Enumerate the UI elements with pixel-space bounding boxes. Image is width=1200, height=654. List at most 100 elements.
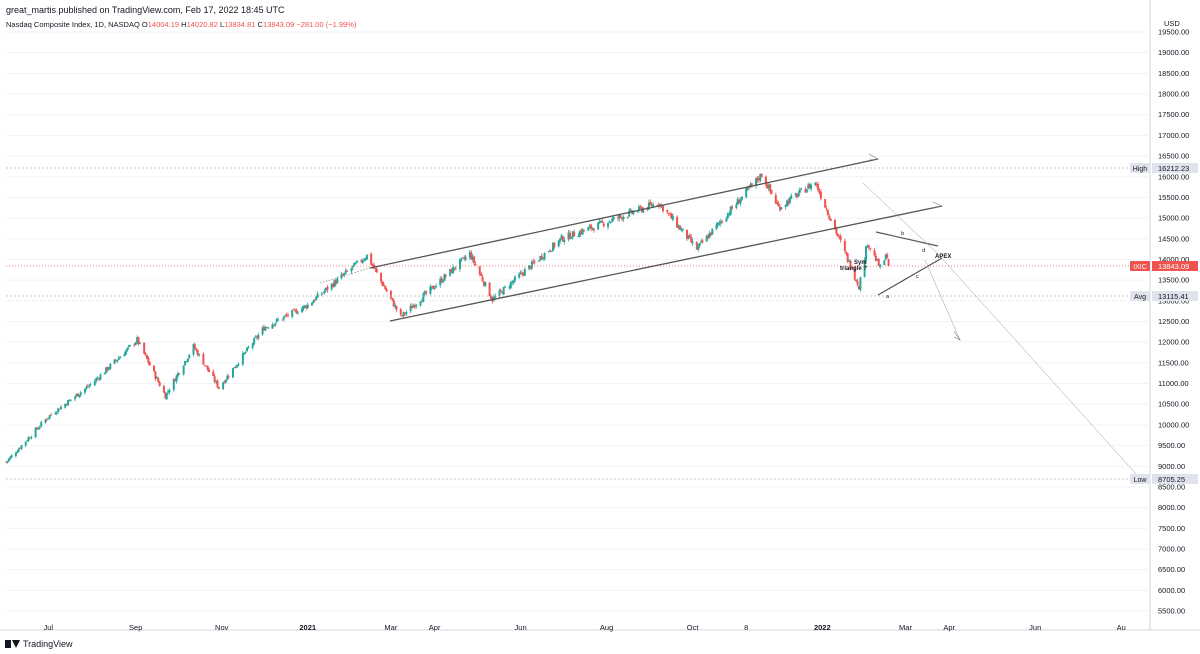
candle [691,238,694,246]
candle-body [40,422,43,427]
candle-body [853,268,856,280]
candle [34,427,37,439]
candle [857,285,860,290]
ohlc-high: 14020.82 [186,20,218,29]
candle-body [443,274,446,281]
candle-body [746,187,749,190]
candle [800,187,803,191]
price-tick-label: 18500.00 [1158,69,1189,78]
candle-body [866,245,869,247]
candle-body [794,193,797,195]
candle [578,229,581,238]
candle-body [336,278,339,284]
candle [502,286,505,296]
time-tick-label: 2022 [814,623,831,632]
candle-body [729,206,732,216]
candle-body [756,177,759,181]
candle-body [451,267,454,274]
candle [869,247,872,252]
candle [312,299,315,304]
candle [96,376,99,381]
candle [85,384,88,391]
candle-body [277,319,280,321]
candle-body [836,233,839,237]
candle-body [826,210,829,215]
candle-body [873,250,876,256]
candle-body [818,190,821,194]
candle-body [19,448,22,449]
downtrend-line [862,182,939,255]
candle [302,305,305,311]
annotation-triangle: triangle ? [840,266,867,272]
marker-label-low: Low [1134,477,1148,484]
candle-body [542,258,545,260]
candle [698,242,701,249]
candle-body [504,286,507,288]
candle [513,275,516,283]
candle-body [810,184,813,190]
candle-body [774,194,777,204]
candle-body [454,268,457,270]
candle [697,244,700,253]
candle [107,366,110,371]
candle [690,234,693,244]
candle-body [79,392,82,396]
candle-body [75,394,78,397]
candle [165,392,168,400]
marker-value-bg-high [1152,163,1198,173]
candle [346,269,349,272]
candle-body [356,260,359,263]
candle [804,186,807,193]
candle [305,304,308,311]
candle-body [343,272,346,276]
footer-brand[interactable]: TradingView [5,639,73,649]
candle-body [749,184,752,187]
candle-body [632,211,635,215]
candle-body [195,348,198,351]
candle [845,250,848,256]
candle-body [511,281,514,284]
candle [780,206,783,210]
candle-body [543,253,546,260]
candle [609,221,612,224]
candle [395,305,398,313]
candle-body [652,204,655,208]
candle [532,258,535,265]
candle [499,288,502,293]
candle [394,302,397,309]
candle [44,418,47,424]
candle [621,216,624,222]
candle [779,204,782,212]
candle-body [281,319,284,321]
candle [224,379,227,384]
candle-body [728,213,731,215]
candle-body [804,189,807,193]
symbol-legend: Nasdaq Composite Index, 1D, NASDAQ O1400… [6,20,356,29]
candle-body [384,286,387,290]
price-tick-label: 7500.00 [1158,524,1185,533]
candle [508,284,511,290]
candle-body [859,277,862,291]
candle [470,250,473,260]
candle-body [695,242,698,250]
candle [776,199,779,206]
candle [364,257,367,262]
candle-body [656,205,659,207]
candle [573,229,576,237]
candle [481,274,484,282]
price-tick-label: 13500.00 [1158,276,1189,285]
candle [883,259,886,266]
candle-body [770,190,773,194]
candle-body [784,204,787,207]
candle [433,286,436,291]
candle-body [616,217,619,219]
candle [99,372,102,381]
candle [193,342,196,350]
candle [30,435,33,440]
candle [303,304,306,309]
ohlc-close-label: C [257,20,263,29]
candle-body [323,290,326,293]
candle-body [718,222,721,224]
candle [557,240,560,248]
